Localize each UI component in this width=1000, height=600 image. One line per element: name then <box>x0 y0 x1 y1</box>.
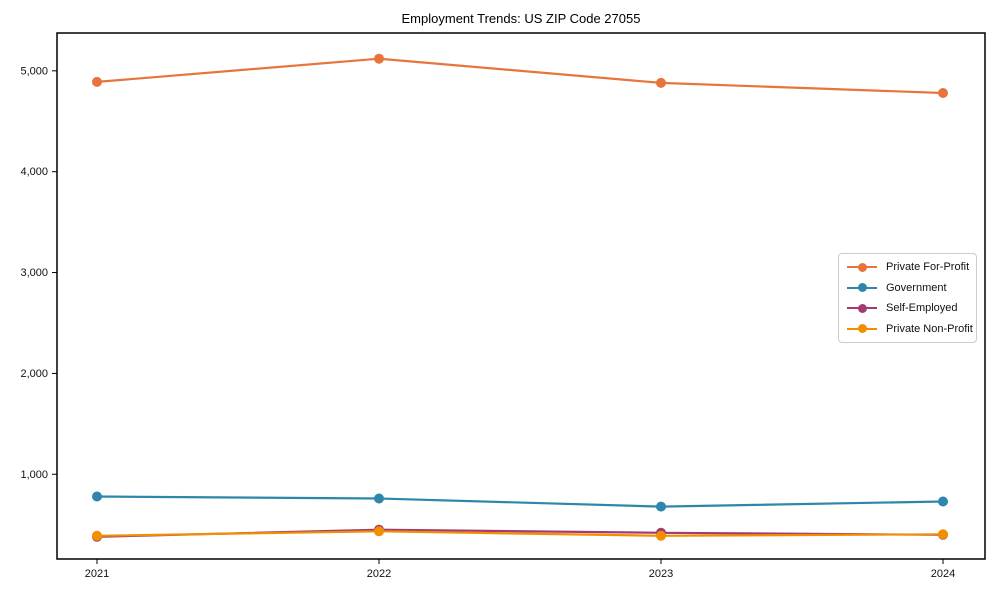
data-point-government-2022 <box>374 493 384 504</box>
legend-marker-icon <box>847 324 877 334</box>
legend: Private For-Profit Government Self-Emplo… <box>838 253 977 343</box>
legend-marker-icon <box>847 303 877 313</box>
data-point-government-2023 <box>656 501 666 512</box>
series-line-government <box>95 495 945 508</box>
data-point-private-for-profit-2022 <box>374 53 384 64</box>
x-tick-label: 2023 <box>649 568 673 580</box>
series-private-non-profit <box>92 526 948 541</box>
legend-entry-private-non-profit: Private Non-Profit <box>847 319 973 339</box>
data-point-government-2021 <box>92 491 102 502</box>
y-tick-label: 5,000 <box>20 65 48 77</box>
y-tick-label: 1,000 <box>20 469 48 481</box>
y-axis: 1,000 2,000 3,000 4,000 5,000 <box>20 65 57 481</box>
x-tick-label: 2024 <box>931 568 955 580</box>
legend-entry-private-for-profit: Private For-Profit <box>847 257 970 277</box>
x-tick-label: 2021 <box>85 568 109 580</box>
legend-label: Self-Employed <box>886 302 958 315</box>
y-tick-label: 3,000 <box>20 267 48 279</box>
data-point-private-non-profit-2023 <box>656 530 666 541</box>
data-point-private-non-profit-2022 <box>374 526 384 537</box>
y-tick-label: 2,000 <box>20 368 48 380</box>
series-line-private-non-profit <box>95 530 945 537</box>
series-government <box>92 491 948 512</box>
data-point-private-for-profit-2024 <box>938 88 948 98</box>
legend-label: Private Non-Profit <box>886 322 973 335</box>
data-point-private-non-profit-2021 <box>92 530 102 541</box>
data-point-government-2024 <box>938 496 948 507</box>
plot-frame <box>56 32 986 560</box>
data-point-private-for-profit-2023 <box>656 77 666 88</box>
x-tick-label: 2022 <box>367 568 391 580</box>
data-point-private-non-profit-2024 <box>938 529 948 540</box>
y-tick-label: 4,000 <box>20 166 48 178</box>
data-point-private-for-profit-2021 <box>92 76 102 87</box>
legend-marker-icon <box>847 283 877 293</box>
legend-entry-self-employed: Self-Employed <box>847 298 968 318</box>
legend-label: Private For-Profit <box>886 261 970 274</box>
series-private-for-profit <box>92 53 948 98</box>
legend-marker-icon <box>847 262 877 272</box>
chart-title: Employment Trends: US ZIP Code 27055 <box>401 11 641 26</box>
x-axis: 2021 2022 2023 2024 <box>85 559 955 580</box>
legend-entry-government: Government <box>847 278 968 298</box>
legend-label: Government <box>886 281 947 294</box>
series-line-private-for-profit <box>95 57 945 95</box>
